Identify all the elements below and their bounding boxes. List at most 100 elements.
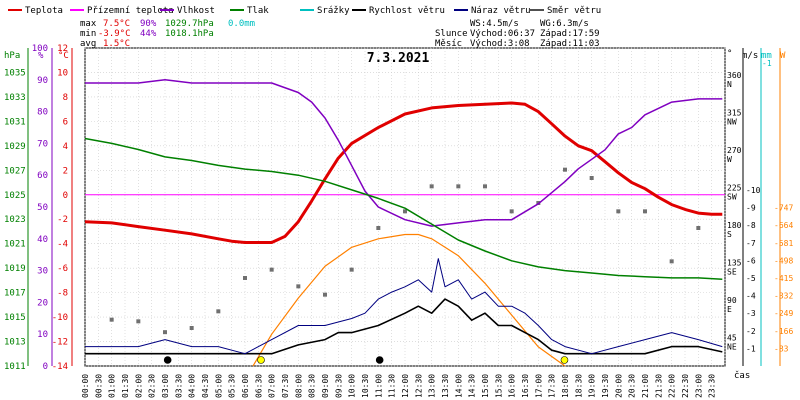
wind-wg: WG:6.3m/s: [540, 19, 589, 29]
x-tick: 16:30: [521, 374, 530, 398]
temp-tick: -6: [57, 264, 68, 274]
wind-dir-point: [563, 167, 567, 172]
wind-dir-tick: 90: [727, 296, 737, 305]
wind-speed-tick: -2: [746, 327, 756, 336]
pressure-tick: 1033: [4, 93, 26, 103]
x-tick: 05:00: [214, 374, 223, 398]
wind-dir-point: [403, 209, 407, 214]
x-tick: 02:00: [134, 374, 143, 398]
wind-dir-tick: 180: [727, 221, 742, 230]
sun-moon-block: WS:4.5m/s WG:6.3m/s Slunce Východ:06:37 …: [435, 19, 600, 49]
x-tick: 04:00: [188, 374, 197, 398]
series-solar: [252, 233, 566, 367]
pressure-tick: 1031: [4, 117, 26, 127]
x-tick: 15:30: [494, 374, 503, 398]
temp-tick: -4: [57, 240, 68, 250]
series-layer: [84, 79, 723, 355]
wind-dir-point: [136, 319, 141, 324]
wind-speed-tick: -3: [746, 309, 756, 318]
x-tick: 15:00: [481, 374, 490, 398]
wind-dir-tick: 360: [727, 71, 742, 80]
x-tick: 13:30: [441, 374, 450, 398]
humidity-tick: 80: [37, 108, 48, 118]
legend-label: Tlak: [247, 6, 269, 16]
legend-label: Směr větru: [547, 6, 601, 16]
moon-rise: Východ:3:08: [470, 39, 530, 49]
pressure-tick: 1015: [4, 313, 26, 323]
moon-set: Západ:11:03: [540, 39, 600, 49]
x-tick: 16:00: [508, 374, 517, 398]
humidity-tick: 0: [43, 362, 48, 372]
x-tick: 19:00: [588, 374, 597, 398]
pressure-tick: 1035: [4, 68, 26, 78]
pressure-tick: 1029: [4, 142, 26, 152]
wind-dir-point: [109, 317, 114, 322]
x-tick: 11:30: [388, 374, 397, 398]
x-tick: 23:30: [708, 374, 717, 398]
x-tick: 10:30: [361, 374, 370, 398]
series-rychlost-v-tru: [85, 298, 723, 355]
wind-ws: WS:4.5m/s: [470, 19, 519, 29]
pressure-tick: 1027: [4, 166, 26, 176]
temp-tick: 0: [63, 191, 68, 201]
sun-moon-marker: [163, 356, 172, 364]
solar-tick: -166: [774, 327, 793, 336]
sun-moon-marker: [375, 356, 384, 364]
legend-label: Přízemní teplota: [87, 6, 174, 16]
x-tick: 23:00: [694, 374, 703, 398]
wind-speed-tick: -10: [746, 186, 761, 195]
wind-dir-compass: NW: [727, 118, 737, 127]
x-tick: 09:30: [334, 374, 343, 398]
x-tick: 07:30: [281, 374, 290, 398]
wind-dir-compass: SE: [727, 268, 737, 277]
wind-dir-tick: 270: [727, 146, 742, 155]
humidity-tick: 20: [37, 298, 48, 308]
wind-dir-point: [349, 267, 354, 272]
wind-dir-point: [216, 309, 221, 314]
wind-speed-tick: -7: [746, 239, 756, 248]
x-ticks: 00:00 00:30 01:00 01:30 02:00 02:30 03:00 03:30…: [81, 374, 717, 398]
pressure-tick: 1019: [4, 264, 26, 274]
wind-dir-tick: 315: [727, 109, 742, 118]
wind-dir-compass: NE: [727, 343, 737, 352]
wind-dir-point: [163, 330, 167, 335]
wind-speed-tick: -8: [746, 221, 756, 230]
humidity-tick: 90: [37, 76, 48, 86]
x-tick: 20:00: [614, 374, 623, 398]
x-tick: 20:30: [628, 374, 637, 398]
series-tlak: [84, 137, 723, 280]
stats-avg-label: avg: [80, 39, 96, 49]
moon-label: Měsíc: [435, 39, 462, 49]
humidity-tick: 10: [37, 330, 48, 340]
pressure-tick: 1011: [4, 362, 26, 372]
pressure-tick: 1023: [4, 215, 26, 225]
temp-tick: -14: [52, 362, 68, 372]
pressure-tick: 1025: [4, 191, 26, 201]
grid: [84, 47, 726, 367]
stats-max-label: max: [80, 19, 97, 29]
stats-max-hum: 90%: [140, 19, 157, 29]
axes: 1035 1033 1031 1029 1027 1025 1023 1021 1019 1017…: [4, 44, 793, 372]
x-tick: 13:00: [428, 374, 437, 398]
solar-tick: -249: [774, 309, 793, 318]
wind-dir-point: [456, 184, 461, 189]
x-tick: 06:30: [254, 374, 263, 398]
x-tick: 17:30: [548, 374, 557, 398]
wind-speed-tick: -6: [746, 256, 756, 265]
x-tick: 10:00: [348, 374, 357, 398]
x-tick: 12:00: [401, 374, 410, 398]
legend-label: Teplota: [25, 6, 63, 16]
legend-label: Rychlost větru: [369, 6, 445, 16]
stats-max-temp: 7.5°C: [103, 19, 130, 29]
x-tick: 03:30: [174, 374, 183, 398]
unit-ms: m/s: [742, 51, 758, 61]
sun-rise: Východ:06:37: [470, 29, 535, 39]
humidity-tick: 30: [37, 267, 48, 277]
pressure-tick: 1017: [4, 289, 26, 299]
stats-min-hum: 44%: [140, 29, 157, 39]
solar-tick: -415: [774, 274, 793, 283]
legend: Teplota Přízemní teplota Vlhkost Tlak Srážky…: [8, 6, 601, 16]
solar-tick: -498: [774, 256, 793, 265]
x-tick: 01:00: [108, 374, 117, 398]
x-tick: 18:00: [561, 374, 570, 398]
